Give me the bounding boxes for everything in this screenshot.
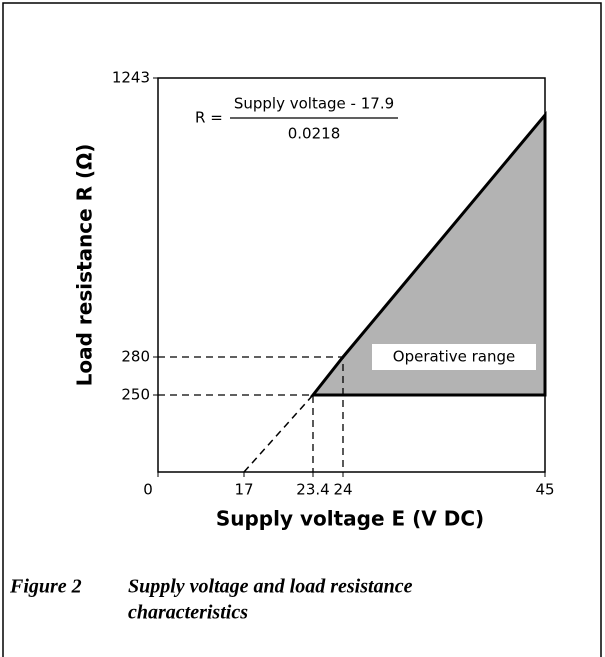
x-tick-label: 17	[234, 481, 253, 499]
formula-denominator: 0.0218	[288, 125, 341, 143]
x-tick-label: 23.4	[296, 481, 329, 499]
caption-text: characteristics	[128, 602, 248, 624]
y-tick-label: 280	[121, 348, 150, 366]
caption-number: Figure 2	[9, 576, 82, 598]
y-tick-label: 1243	[112, 69, 150, 87]
formula-lhs: R =	[195, 109, 223, 127]
y-axis-label: Load resistance R (Ω)	[73, 144, 97, 387]
caption-text: Supply voltage and load resistance	[128, 576, 413, 598]
x-tick-label: 45	[535, 481, 554, 499]
guide-line	[158, 356, 344, 472]
formula-numerator: Supply voltage - 17.9	[234, 95, 394, 113]
guide-line	[158, 394, 314, 472]
x-tick-label: 24	[333, 481, 352, 499]
region-label: Operative range	[393, 348, 515, 366]
extension-line	[243, 394, 314, 473]
y-tick-label: 250	[121, 386, 150, 404]
x-axis-label: Supply voltage E (V DC)	[216, 507, 484, 531]
plot-frame	[157, 77, 546, 473]
x-tick-label: 0	[143, 481, 153, 499]
region-label-bg	[372, 344, 536, 370]
